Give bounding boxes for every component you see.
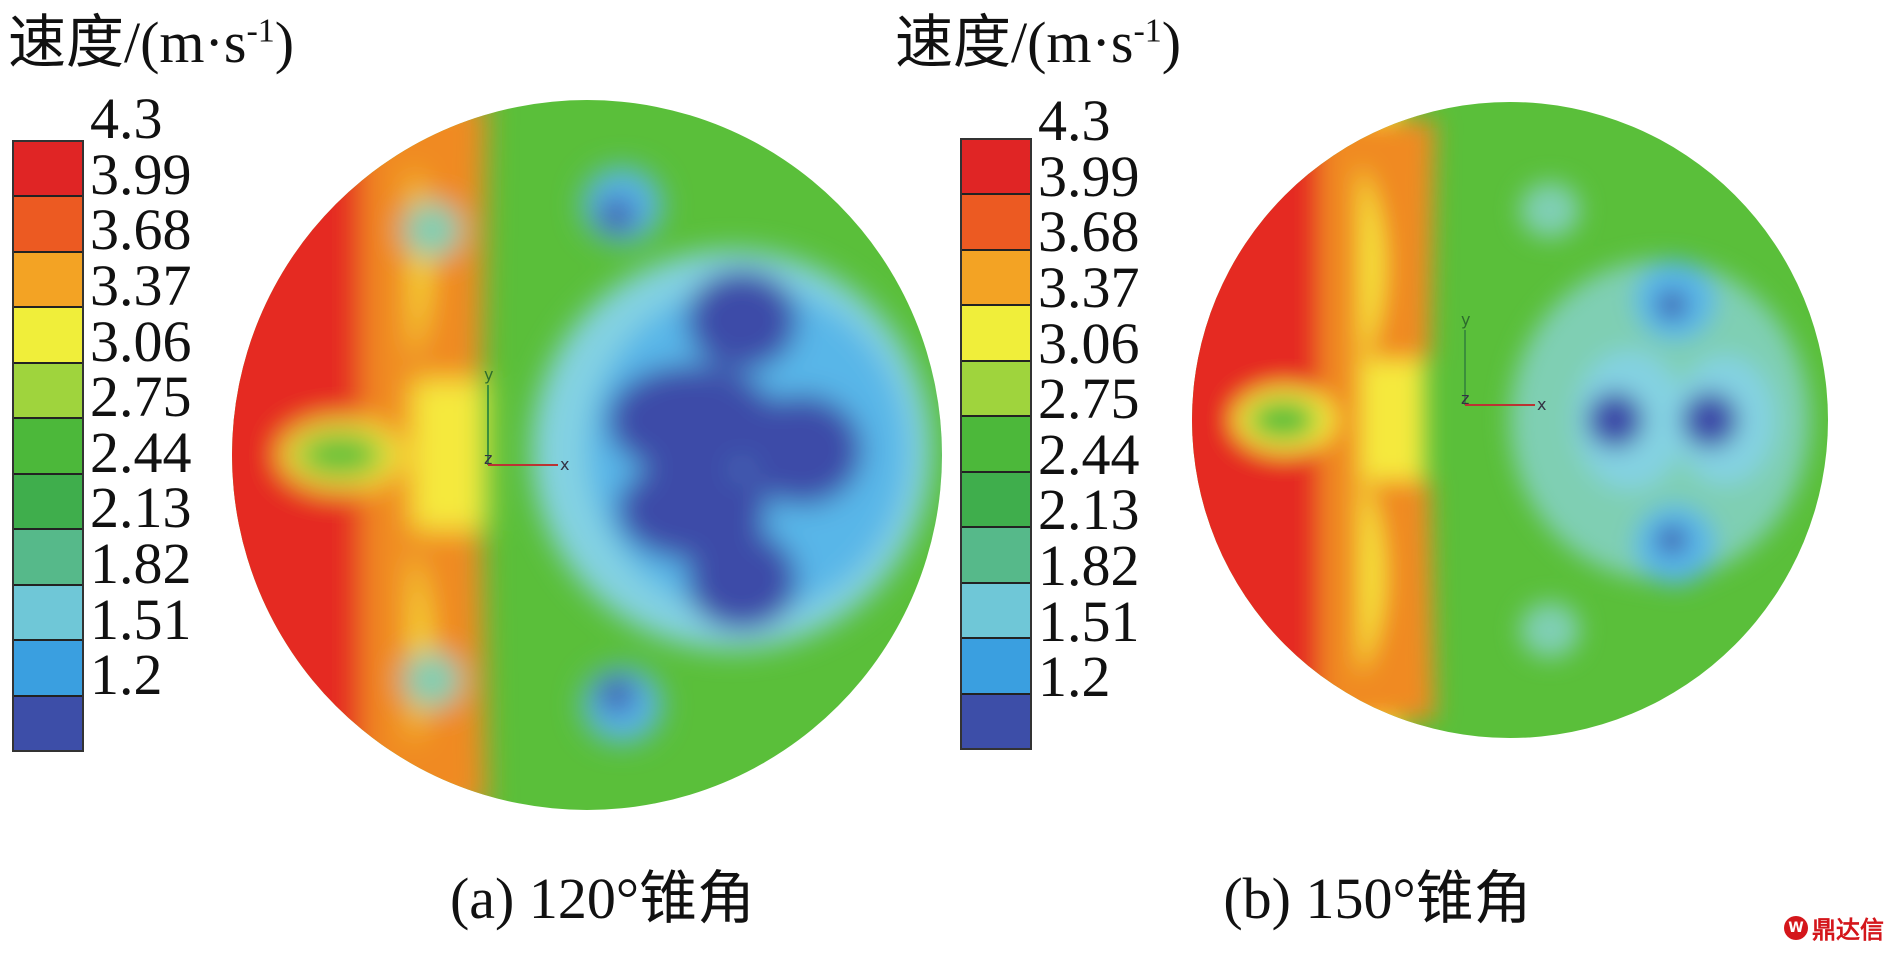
color-bar-segment [14, 363, 82, 420]
color-bar-segment [962, 195, 1030, 251]
color-bar-segment [962, 639, 1030, 695]
tick-label: 1.51 [90, 586, 192, 652]
color-bar-segment [14, 530, 82, 586]
color-bar-segment [14, 585, 82, 642]
tick-label: 3.99 [1038, 143, 1140, 209]
panel-caption: (a) 120°锥角 [449, 866, 756, 931]
axis-y-label: y [1461, 310, 1470, 329]
color-bar-segment [14, 474, 82, 531]
tick-label: 1.2 [1038, 644, 1111, 710]
tick-label: 3.06 [1038, 310, 1140, 376]
tick-label: 1.82 [90, 531, 192, 597]
axis-triad: y z x [484, 365, 569, 474]
panel-b: 速度/(m·s-1) 4.3 3.99 3.68 3.37 3.06 2.75 2.44 2.… [895, 0, 1890, 953]
axis-y-label: y [484, 365, 493, 384]
panel-a: 速度/(m·s-1) 4.3 3.99 3.68 3.37 3.06 2.75 2.44 2.… [8, 10, 942, 928]
tick-label: 3.37 [1038, 254, 1140, 320]
tick-label: 1.82 [1038, 533, 1140, 599]
color-bar [12, 140, 84, 752]
panel-caption: (b) 150°锥角 [1223, 866, 1532, 931]
color-bar-segment [962, 140, 1030, 196]
velocity-contour-map: y z x [1190, 80, 1830, 740]
tick-label: 2.13 [1038, 477, 1140, 543]
tick-label: 3.68 [90, 197, 192, 263]
color-bar-segment [962, 694, 1030, 748]
tick-label: 2.75 [1038, 366, 1140, 432]
watermark-logo-icon: W [1784, 915, 1808, 940]
color-bar-segment [14, 197, 82, 253]
color-bar-segment [962, 472, 1030, 529]
color-bar-segment [962, 417, 1030, 473]
tick-label: 2.44 [90, 419, 192, 485]
legend-title: 速度/(m·s-1) [895, 10, 1182, 75]
tick-label: 1.51 [1038, 588, 1140, 654]
color-bar-segment [962, 528, 1030, 584]
tick-label: 3.06 [90, 308, 192, 374]
color-bar [960, 138, 1032, 750]
color-bar-segment [14, 696, 82, 750]
color-bar-segment [14, 252, 82, 309]
watermark-text: 鼎达信 [1812, 916, 1884, 944]
tick-label: 2.44 [1038, 421, 1140, 487]
axis-x-label: x [1537, 395, 1546, 414]
legend-title: 速度/(m·s-1) [8, 10, 295, 75]
tick-label: 4.3 [90, 86, 163, 151]
watermark: W 鼎达信 [1784, 910, 1884, 945]
color-bar-segment [14, 419, 82, 475]
tick-label: 3.37 [90, 252, 192, 318]
color-bar-segment [962, 583, 1030, 640]
tick-label: 2.13 [90, 475, 192, 541]
color-bar-segment [962, 361, 1030, 418]
axis-x-label: x [560, 455, 569, 474]
tick-label: 3.68 [1038, 199, 1140, 265]
color-bar-segment [14, 142, 82, 198]
color-bar-segment [14, 308, 82, 364]
tick-label: 1.2 [90, 642, 163, 708]
color-bar-segment [962, 250, 1030, 307]
color-bar-segment [14, 641, 82, 697]
axis-z-label: z [484, 449, 492, 468]
tick-label: 4.3 [1038, 88, 1111, 153]
tick-label: 2.75 [90, 364, 192, 430]
axis-triad: y z x [1461, 310, 1546, 414]
tick-label: 3.99 [90, 141, 192, 207]
velocity-contour-map: y z x [222, 80, 952, 810]
color-bar-segment [962, 306, 1030, 362]
axis-z-label: z [1461, 389, 1469, 408]
